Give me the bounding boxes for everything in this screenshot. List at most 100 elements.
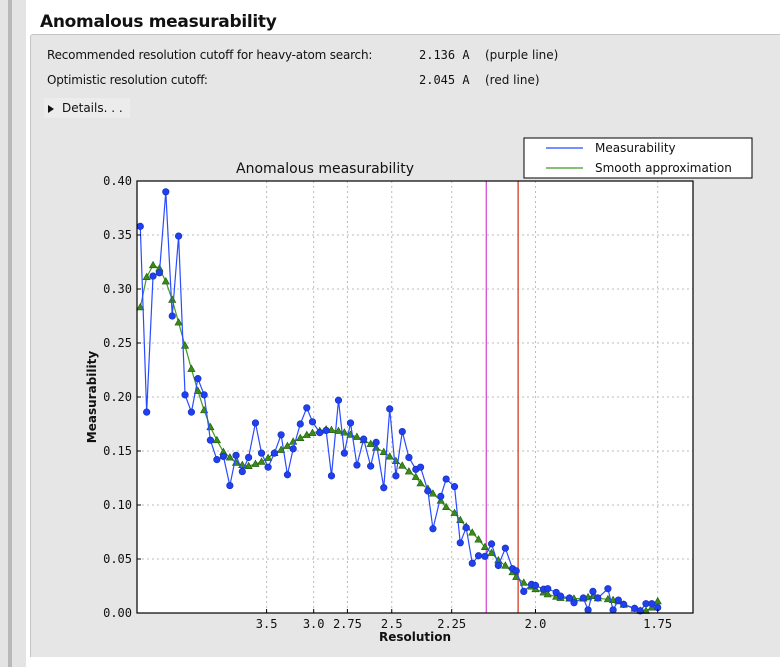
measurability-point xyxy=(244,453,253,462)
smooth-approximation-point xyxy=(519,578,528,586)
measurability-point xyxy=(494,561,502,570)
smooth-approximation-point xyxy=(653,596,662,605)
measurability-point xyxy=(181,391,189,399)
measurability-point xyxy=(609,606,617,614)
measurability-point xyxy=(270,449,278,457)
smooth-approximation-point xyxy=(296,433,305,441)
smooth-approximation-point xyxy=(398,461,407,469)
chart-title: Anomalous measurability xyxy=(236,161,414,177)
measurability-point xyxy=(468,559,476,567)
smooth-approximation-point xyxy=(468,528,477,536)
measurability-point xyxy=(405,453,413,462)
x-tick-label: 1.75 xyxy=(643,617,672,631)
x-tick-label: 2.0 xyxy=(525,617,547,631)
smooth-approximation-point xyxy=(283,441,292,449)
measurability-point xyxy=(392,472,400,480)
measurability-point xyxy=(238,467,246,476)
measurability-point xyxy=(174,232,183,240)
smooth-approximation-point xyxy=(257,457,266,465)
measurability-point xyxy=(620,600,628,608)
legend: Measurability Smooth approximation xyxy=(523,137,753,179)
measurability-point xyxy=(257,449,266,457)
measurability-point xyxy=(565,594,574,602)
smooth-approximation-point xyxy=(263,453,273,461)
smooth-approximation-point xyxy=(212,435,221,444)
measurability-point xyxy=(556,592,565,600)
measurability-point xyxy=(353,461,361,469)
measurability-point xyxy=(187,408,196,416)
smooth-approximation-point xyxy=(161,277,170,285)
smooth-approximation-point xyxy=(174,318,183,326)
y-tick-label: 0.00 xyxy=(103,606,132,620)
measurability-point xyxy=(380,484,388,492)
details-label: Details. . . xyxy=(62,101,123,115)
measurability-point xyxy=(424,487,432,495)
measurability-point xyxy=(162,188,170,196)
measurability-point xyxy=(429,525,437,533)
measurability-point xyxy=(520,587,528,596)
measurability-point xyxy=(168,312,176,320)
optimistic-cutoff-value: 2.045 A xyxy=(419,73,470,87)
smooth-approximation-point xyxy=(428,489,438,497)
y-axis-label: Measurability xyxy=(85,351,99,444)
measurability-point xyxy=(149,272,157,280)
measurability-point xyxy=(213,456,221,464)
smooth-approximation-point xyxy=(142,272,151,281)
y-tick-label: 0.15 xyxy=(103,444,132,458)
smooth-approximation-point xyxy=(379,447,388,455)
x-tick-label: 2.25 xyxy=(437,617,466,631)
measurability-point xyxy=(456,539,464,547)
measurability-point xyxy=(594,594,602,602)
optimistic-cutoff-note: (red line) xyxy=(485,73,540,87)
smooth-approximation-point xyxy=(244,461,253,470)
legend-measurability-label: Measurability xyxy=(595,141,676,155)
smooth-approximation-point xyxy=(136,302,145,311)
measurability-point xyxy=(579,594,587,602)
disclosure-triangle-icon xyxy=(48,104,54,113)
smooth-approximation-point xyxy=(474,535,483,543)
measurability-point xyxy=(340,449,348,457)
smooth-approximation-point xyxy=(543,589,552,598)
section-title: Anomalous measurability xyxy=(40,12,277,32)
measurability-point xyxy=(648,600,656,608)
measurability-point xyxy=(322,426,330,435)
measurability-point xyxy=(367,462,375,470)
x-axis-label: Resolution xyxy=(379,630,451,644)
measurability-point xyxy=(155,269,164,277)
measurability-point xyxy=(283,471,292,479)
measurability-point xyxy=(501,544,509,552)
measurability-point xyxy=(219,452,228,461)
smooth-approximation-point xyxy=(416,478,425,487)
measurability-point xyxy=(386,405,394,413)
y-tick-label: 0.25 xyxy=(103,336,132,350)
measurability-point xyxy=(143,408,151,416)
measurability-point xyxy=(289,445,297,453)
measurability-point xyxy=(303,404,311,412)
measurability-point xyxy=(194,375,202,383)
y-tick-label: 0.10 xyxy=(103,498,132,512)
x-tick-label: 2.75 xyxy=(333,617,362,631)
measurability-point xyxy=(206,436,215,444)
measurability-point xyxy=(544,585,552,593)
measurability-point xyxy=(589,587,597,596)
measurability-point xyxy=(264,463,272,471)
measurability-point xyxy=(604,585,612,593)
measurability-point xyxy=(462,524,470,532)
measurability-point xyxy=(277,431,285,439)
measurability-point xyxy=(570,599,578,607)
measurability-point xyxy=(474,552,483,560)
details-disclosure[interactable]: Details. . . xyxy=(44,98,130,118)
measurability-point xyxy=(251,419,260,427)
measurability-point xyxy=(372,438,380,446)
x-tick-label: 2.5 xyxy=(381,617,403,631)
y-tick-label: 0.30 xyxy=(103,282,132,296)
measurability-point xyxy=(487,540,496,548)
legend-box xyxy=(523,137,753,179)
smooth-approximation-point xyxy=(302,430,311,438)
recommended-cutoff-note: (purple line) xyxy=(485,48,559,62)
optimistic-cutoff-label: Optimistic resolution cutoff: xyxy=(47,73,208,87)
measurability-point xyxy=(334,396,343,404)
measurability-point xyxy=(200,391,208,399)
measurability-point xyxy=(512,567,520,575)
